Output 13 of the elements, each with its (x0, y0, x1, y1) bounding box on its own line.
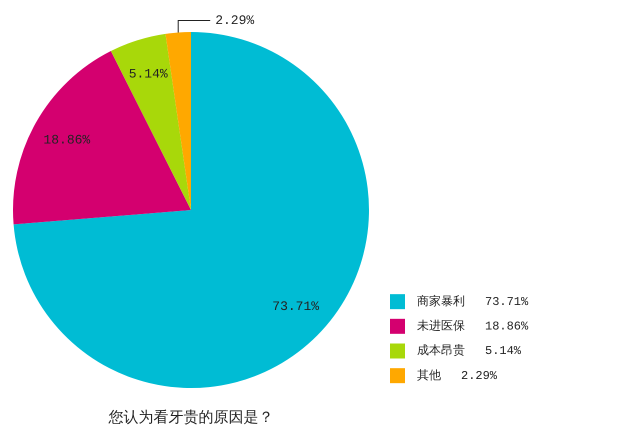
text: 18.86% (485, 319, 528, 334)
text: 5.14% (485, 344, 522, 358)
legend-label: 成本昂贵 (417, 344, 465, 358)
text: 2.29% (461, 368, 498, 383)
legend-label: 商家暴利 (417, 294, 465, 309)
legend-label: 其他 (417, 368, 441, 383)
data-label: 5.14% (128, 66, 168, 82)
legend-label: 未进医保 (417, 319, 465, 334)
text: 73.71% (485, 294, 528, 309)
data-label: 73.71% (272, 298, 320, 314)
data-label: 18.86% (43, 132, 90, 148)
data-label: 2.29% (215, 12, 254, 28)
text: 您认为看牙贵的原因是？ (108, 408, 274, 426)
